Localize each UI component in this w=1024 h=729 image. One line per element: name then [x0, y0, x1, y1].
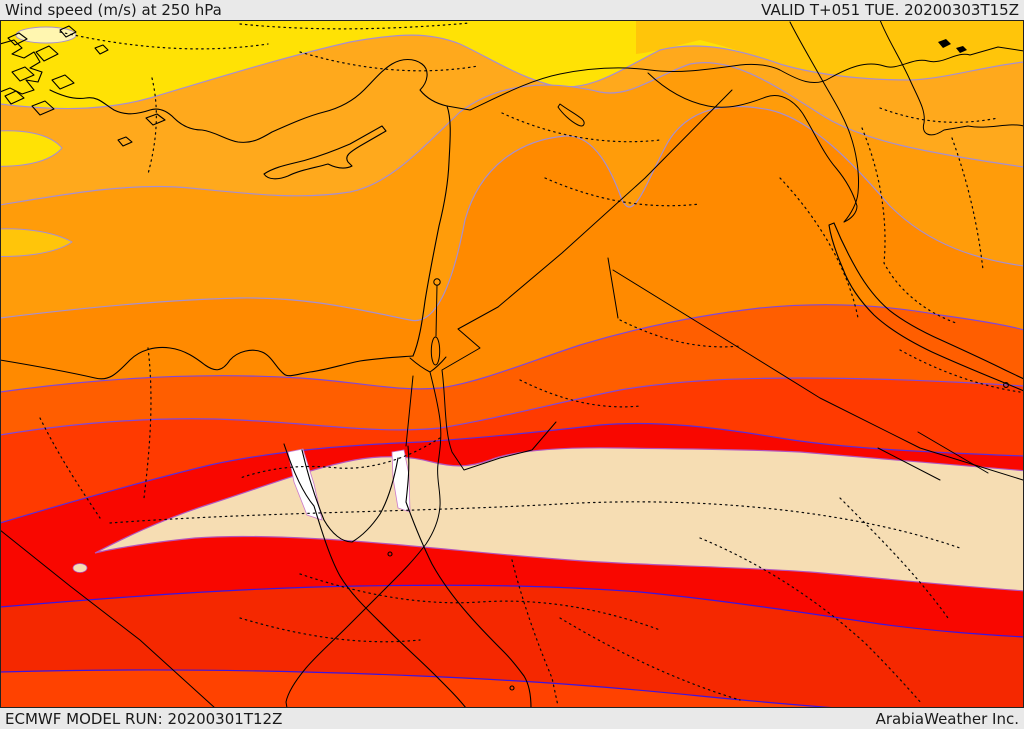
- footer-bar: ECMWF MODEL RUN: 20200301T12Z ArabiaWeat…: [0, 708, 1024, 729]
- model-run-label: ECMWF MODEL RUN: 20200301T12Z: [5, 709, 283, 728]
- red-sea-east-coast: [405, 445, 532, 708]
- admin-line: [951, 137, 984, 271]
- jet-core-band: [94, 447, 1024, 592]
- wind-speed-map: [0, 20, 1024, 708]
- turkey-south-coast: [49, 58, 448, 143]
- admin-line: [143, 347, 152, 499]
- iraq-jordan-saudi-border: [607, 257, 619, 319]
- jet-core-spot: [72, 563, 88, 573]
- admin-line: [239, 22, 471, 30]
- tiran-island: [387, 551, 393, 557]
- admin-line: [519, 379, 641, 408]
- wind-speed-bands: [0, 20, 1024, 708]
- dead-sea: [430, 336, 441, 366]
- admin-boundaries-dotted: [39, 22, 1021, 707]
- cyprus-coast: [263, 125, 387, 180]
- nile-delta: [409, 356, 447, 373]
- admin-line: [861, 127, 957, 324]
- coastlines: [0, 25, 1024, 708]
- admin-line: [839, 497, 949, 619]
- admin-line: [899, 349, 1021, 393]
- admin-line: [501, 112, 661, 143]
- admin-line: [39, 417, 101, 519]
- rivers-and-lakes: [285, 21, 967, 708]
- map-title: Wind speed (m/s) at 250 hPa: [5, 1, 222, 19]
- admin-line: [879, 107, 999, 123]
- northeast-lakes: [938, 39, 967, 53]
- egypt-israel-border: [405, 375, 414, 447]
- admin-line: [299, 51, 479, 72]
- euphrates-river: [647, 72, 858, 223]
- lake-assad: [557, 103, 585, 127]
- kuwait-borders: [877, 431, 989, 481]
- aegean-islands: [4, 25, 166, 147]
- yellow-lens-west: [0, 130, 63, 167]
- jordan-river: [435, 284, 438, 337]
- north-africa-coast: [0, 346, 414, 380]
- tigris-river: [789, 21, 859, 223]
- iraq-saudi-border: [612, 269, 1024, 481]
- admin-line: [779, 177, 859, 319]
- admin-line: [239, 617, 421, 643]
- admin-line: [511, 559, 559, 707]
- admin-line: [109, 501, 961, 549]
- northeast-border: [879, 20, 1024, 136]
- admin-line: [147, 77, 157, 175]
- gold-patch-northeast: [636, 20, 1024, 80]
- aegean-coast: [0, 39, 43, 95]
- sinai-coast: [301, 449, 399, 543]
- band-fill-8: [0, 669, 845, 708]
- nile-river: [285, 371, 442, 708]
- levant-coast: [412, 105, 451, 357]
- turkey-border: [446, 46, 1024, 111]
- red-sea-island: [509, 685, 515, 691]
- admin-line: [59, 31, 269, 50]
- valid-time-label: VALID T+051 TUE. 20200303T15Z: [761, 1, 1019, 19]
- syria-iraq-border: [497, 89, 733, 308]
- bahrain-island: [1003, 382, 1009, 388]
- attribution-label: ArabiaWeather Inc.: [875, 709, 1019, 728]
- red-sea-west-coast: [283, 443, 467, 708]
- header-bar: Wind speed (m/s) at 250 hPa VALID T+051 …: [0, 0, 1024, 20]
- amber-lens-west: [0, 228, 73, 257]
- admin-line: [619, 319, 741, 348]
- persian-gulf-coast: [828, 222, 1024, 392]
- southwest-border-diagonal: [0, 529, 216, 708]
- sea-of-galilee: [433, 278, 441, 286]
- country-borders: [0, 20, 1024, 708]
- jordan-saudi-border: [441, 306, 557, 471]
- admin-line: [699, 537, 923, 705]
- admin-line: [299, 573, 661, 631]
